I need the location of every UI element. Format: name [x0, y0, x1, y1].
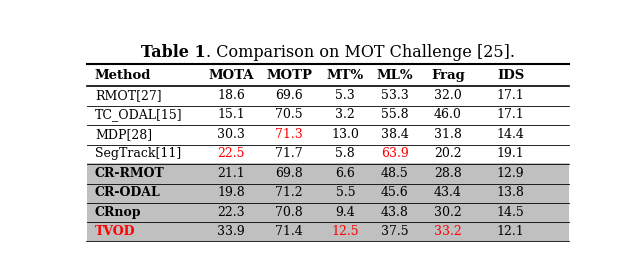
Text: 43.4: 43.4	[434, 186, 462, 199]
Text: 32.0: 32.0	[434, 89, 462, 102]
Text: 33.9: 33.9	[218, 225, 245, 238]
Text: CRnop: CRnop	[95, 206, 141, 219]
Text: MOTA: MOTA	[209, 69, 254, 82]
Text: 21.1: 21.1	[218, 167, 245, 180]
Text: TVOD: TVOD	[95, 225, 136, 238]
Bar	[88, 163, 568, 182]
Text: 12.9: 12.9	[497, 167, 524, 180]
Text: 71.7: 71.7	[275, 147, 303, 160]
Text: 5.8: 5.8	[335, 147, 355, 160]
Text: 19.1: 19.1	[497, 147, 524, 160]
Text: 6.6: 6.6	[335, 167, 355, 180]
Text: 70.5: 70.5	[275, 109, 303, 122]
Text: 37.5: 37.5	[381, 225, 409, 238]
Text: 22.5: 22.5	[218, 147, 245, 160]
Text: 15.1: 15.1	[218, 109, 245, 122]
Text: 14.4: 14.4	[497, 128, 524, 141]
Text: 53.3: 53.3	[381, 89, 409, 102]
Text: 17.1: 17.1	[497, 89, 524, 102]
Text: Table 1: Table 1	[141, 44, 206, 61]
Text: 13.0: 13.0	[332, 128, 359, 141]
Text: 19.8: 19.8	[218, 186, 245, 199]
Text: ML%: ML%	[377, 69, 413, 82]
Text: 31.8: 31.8	[434, 128, 462, 141]
Text: Method: Method	[95, 69, 151, 82]
Bar	[88, 202, 568, 221]
Text: 18.6: 18.6	[218, 89, 245, 102]
Text: 69.8: 69.8	[275, 167, 303, 180]
Text: 55.8: 55.8	[381, 109, 409, 122]
Text: 3.2: 3.2	[335, 109, 355, 122]
Text: TC_ODAL[15]: TC_ODAL[15]	[95, 109, 182, 122]
Text: 71.2: 71.2	[275, 186, 303, 199]
Text: CR-RMOT: CR-RMOT	[95, 167, 164, 180]
Text: MDP[28]: MDP[28]	[95, 128, 152, 141]
Text: 70.8: 70.8	[275, 206, 303, 219]
Text: MT%: MT%	[327, 69, 364, 82]
Text: 12.1: 12.1	[497, 225, 524, 238]
Text: 5.5: 5.5	[335, 186, 355, 199]
Text: 63.9: 63.9	[381, 147, 409, 160]
Text: 12.5: 12.5	[332, 225, 359, 238]
Text: 9.4: 9.4	[335, 206, 355, 219]
Text: 46.0: 46.0	[434, 109, 462, 122]
Text: 43.8: 43.8	[381, 206, 409, 219]
Text: 48.5: 48.5	[381, 167, 409, 180]
Text: IDS: IDS	[497, 69, 524, 82]
Text: 20.2: 20.2	[434, 147, 462, 160]
Text: 38.4: 38.4	[381, 128, 409, 141]
Bar	[88, 221, 568, 240]
Text: CR-ODAL: CR-ODAL	[95, 186, 161, 199]
Text: . Comparison on MOT Challenge [25].: . Comparison on MOT Challenge [25].	[206, 44, 515, 61]
Text: Frag: Frag	[431, 69, 465, 82]
Text: 45.6: 45.6	[381, 186, 409, 199]
Text: 71.4: 71.4	[275, 225, 303, 238]
Text: 13.8: 13.8	[497, 186, 524, 199]
Text: 14.5: 14.5	[497, 206, 524, 219]
Text: 17.1: 17.1	[497, 109, 524, 122]
Bar	[88, 182, 568, 202]
Text: 28.8: 28.8	[434, 167, 462, 180]
Text: 69.6: 69.6	[275, 89, 303, 102]
Text: 22.3: 22.3	[218, 206, 245, 219]
Text: SegTrack[11]: SegTrack[11]	[95, 147, 181, 160]
Text: 71.3: 71.3	[275, 128, 303, 141]
Text: MOTP: MOTP	[266, 69, 312, 82]
Text: RMOT[27]: RMOT[27]	[95, 89, 161, 102]
Text: 33.2: 33.2	[434, 225, 462, 238]
Text: 5.3: 5.3	[335, 89, 355, 102]
Text: 30.3: 30.3	[218, 128, 245, 141]
Text: 30.2: 30.2	[434, 206, 462, 219]
